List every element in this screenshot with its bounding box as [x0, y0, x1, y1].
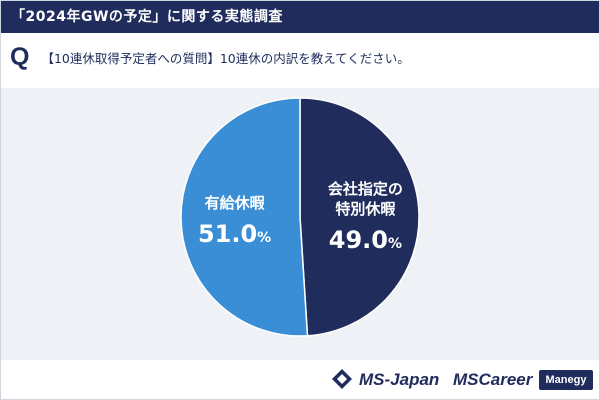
slice-name-0-0: 会社指定の	[328, 180, 403, 198]
slice-value-1: 51.0%	[198, 220, 271, 248]
survey-title: 「2024年GWの予定」に関する実態調査	[11, 9, 283, 25]
survey-title-bar: 「2024年GWの予定」に関する実態調査	[1, 1, 599, 33]
chart-area: 会社指定の特別休暇 49.0% 有給休暇 51.0%	[1, 88, 599, 360]
slice-value-0: 49.0%	[329, 226, 402, 254]
msjapan-logo: MS-Japan	[359, 370, 440, 389]
manegy-logo: Manegy	[539, 370, 593, 390]
msjapan-logo-icon	[332, 369, 352, 389]
pie-slice-label-1: 有給休暇 51.0%	[198, 194, 271, 248]
mscareer-logo: MSCareer	[453, 370, 533, 389]
slice-name-1-0: 有給休暇	[205, 194, 265, 212]
footer: MS-Japan MSCareer Manegy	[1, 360, 599, 399]
question-mark: Q	[10, 43, 30, 71]
question-text: 【10連休取得予定者への質問】10連休の内訳を教えてください。	[41, 50, 410, 66]
question-row: Q 【10連休取得予定者への質問】10連休の内訳を教えてください。	[10, 42, 595, 72]
pie-slice-1	[180, 97, 309, 337]
pie-slice-0	[299, 97, 420, 337]
slice-name-0-1: 特別休暇	[335, 200, 395, 218]
